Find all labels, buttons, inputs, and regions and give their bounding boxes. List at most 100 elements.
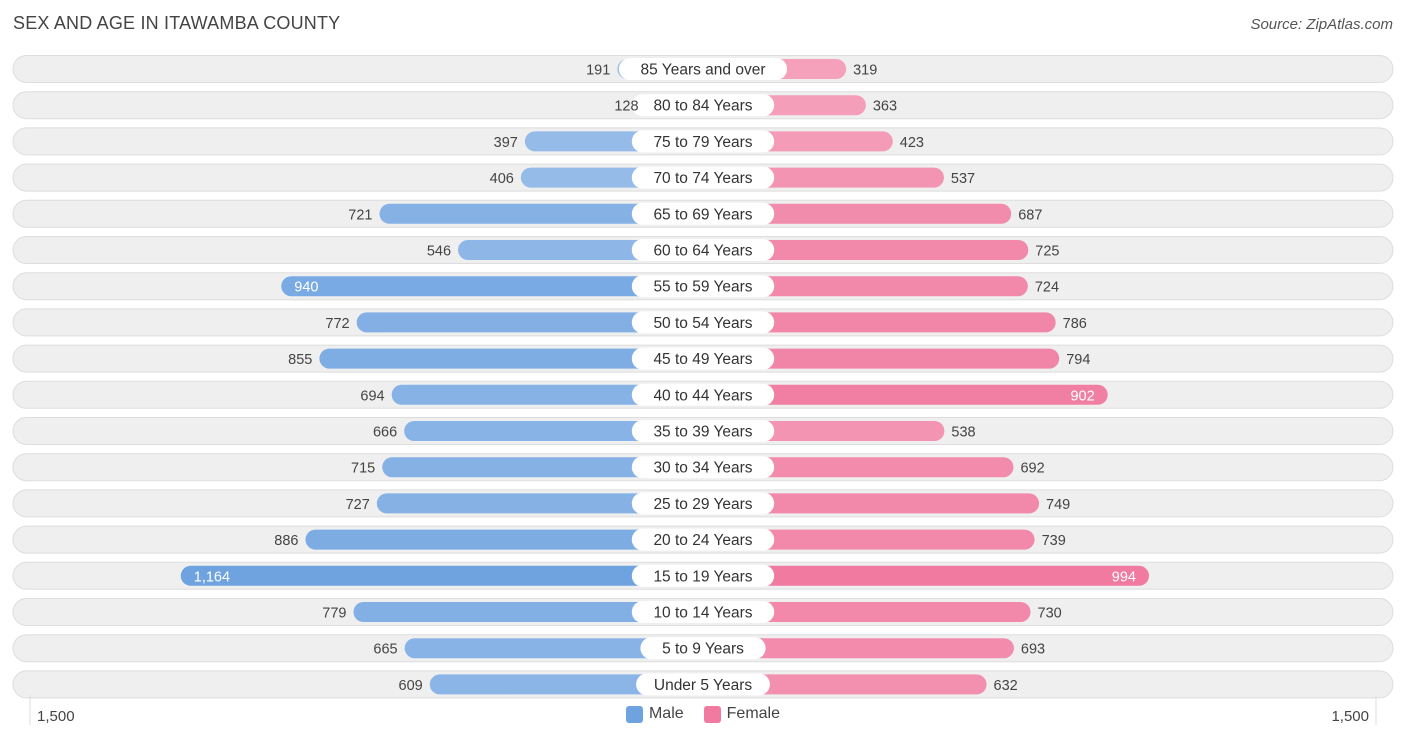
legend-label-male: Male bbox=[648, 705, 684, 722]
bar-male bbox=[376, 493, 713, 514]
category-label-pill bbox=[631, 492, 775, 515]
value-label-male: 694 bbox=[360, 388, 384, 404]
value-label-female: 902 bbox=[1070, 388, 1094, 404]
category-label: 60 to 64 Years bbox=[653, 243, 752, 260]
bar-male bbox=[281, 276, 713, 297]
value-label-male: 128 bbox=[614, 99, 638, 115]
value-label-male: 886 bbox=[274, 533, 298, 549]
category-label: 80 to 84 Years bbox=[653, 98, 752, 115]
category-label-pill bbox=[636, 673, 770, 696]
category-label: 55 to 59 Years bbox=[653, 279, 752, 296]
value-label-female: 749 bbox=[1046, 497, 1070, 513]
category-label: 15 to 19 Years bbox=[653, 568, 752, 585]
category-label: 5 to 9 Years bbox=[662, 641, 744, 658]
bar-male bbox=[379, 203, 713, 224]
category-label-pill bbox=[631, 456, 775, 479]
value-label-male: 772 bbox=[325, 316, 349, 332]
category-label: Under 5 Years bbox=[654, 677, 752, 694]
category-label-pill bbox=[618, 58, 788, 80]
value-label-female: 538 bbox=[951, 425, 975, 441]
value-label-male: 666 bbox=[373, 425, 397, 441]
category-label: 25 to 29 Years bbox=[653, 496, 752, 513]
value-label-female: 363 bbox=[873, 99, 897, 115]
axis-right-max-label: 1,500 bbox=[1331, 708, 1369, 725]
bar-female bbox=[693, 493, 1040, 514]
legend: Male Female bbox=[0, 705, 1406, 723]
value-label-female: 786 bbox=[1063, 316, 1087, 332]
bar-female bbox=[693, 276, 1028, 297]
value-label-male: 715 bbox=[351, 461, 375, 477]
category-label-pill bbox=[631, 528, 775, 551]
source-label: Source: ZipAtlas.com bbox=[1250, 16, 1393, 33]
category-label: 30 to 34 Years bbox=[653, 460, 752, 477]
bar-male bbox=[180, 565, 713, 586]
legend-swatch-male bbox=[625, 705, 643, 723]
value-label-male: 406 bbox=[490, 171, 514, 187]
bar-male bbox=[319, 348, 713, 369]
value-label-female: 730 bbox=[1038, 606, 1062, 622]
value-label-female: 319 bbox=[853, 63, 877, 79]
category-label-pill bbox=[631, 202, 775, 225]
bar-female bbox=[693, 529, 1035, 550]
category-label: 75 to 79 Years bbox=[653, 134, 752, 151]
category-label: 70 to 74 Years bbox=[653, 170, 752, 187]
value-label-male: 721 bbox=[348, 207, 372, 223]
category-label: 40 to 44 Years bbox=[653, 387, 752, 404]
category-label: 65 to 69 Years bbox=[653, 206, 752, 223]
value-label-female: 724 bbox=[1035, 280, 1059, 296]
category-label-pill bbox=[631, 275, 775, 298]
category-label-pill bbox=[640, 637, 766, 660]
value-label-female: 692 bbox=[1020, 461, 1044, 477]
value-label-male: 855 bbox=[288, 352, 312, 368]
category-label-pill bbox=[631, 420, 775, 442]
bar-female bbox=[693, 384, 1108, 405]
bar-male bbox=[391, 384, 713, 405]
bar-female bbox=[693, 457, 1014, 478]
value-label-female: 537 bbox=[951, 171, 975, 187]
value-label-male: 727 bbox=[346, 497, 370, 513]
bar-female bbox=[693, 565, 1149, 586]
value-label-male: 546 bbox=[427, 244, 451, 260]
legend-item-female[interactable]: Female bbox=[703, 705, 781, 723]
category-label: 10 to 14 Years bbox=[653, 605, 752, 622]
category-label-pill bbox=[631, 347, 775, 370]
value-label-male: 665 bbox=[373, 642, 397, 658]
value-label-male: 397 bbox=[494, 135, 518, 151]
bar-male bbox=[382, 457, 713, 478]
bar-female bbox=[693, 240, 1029, 260]
category-label: 85 Years and over bbox=[641, 62, 766, 79]
value-label-female: 693 bbox=[1021, 642, 1045, 658]
value-label-male: 1,164 bbox=[194, 569, 230, 585]
chart-title: SEX AND AGE IN ITAWAMBA COUNTY bbox=[13, 13, 341, 33]
value-label-female: 739 bbox=[1042, 533, 1066, 549]
category-label-pill bbox=[631, 564, 775, 587]
value-label-female: 725 bbox=[1035, 244, 1059, 260]
value-label-female: 994 bbox=[1112, 569, 1136, 585]
bar-female bbox=[693, 602, 1031, 622]
category-label: 50 to 54 Years bbox=[653, 315, 752, 332]
legend-label-female: Female bbox=[726, 705, 781, 722]
category-label-pill bbox=[631, 239, 775, 261]
category-label-pill bbox=[631, 166, 775, 189]
category-label-pill bbox=[631, 601, 775, 623]
category-label: 35 to 39 Years bbox=[653, 424, 752, 441]
legend-item-male[interactable]: Male bbox=[625, 705, 684, 723]
category-label: 45 to 49 Years bbox=[653, 351, 752, 368]
bar-male bbox=[356, 312, 713, 333]
value-label-female: 632 bbox=[994, 678, 1018, 694]
category-label-pill bbox=[631, 94, 775, 117]
bar-male bbox=[404, 638, 713, 659]
value-label-female: 687 bbox=[1018, 207, 1042, 223]
bar-male bbox=[353, 602, 713, 622]
value-label-male: 609 bbox=[399, 678, 423, 694]
value-label-male: 940 bbox=[294, 280, 318, 296]
bar-female bbox=[693, 638, 1014, 659]
bar-female bbox=[693, 348, 1060, 369]
bar-female bbox=[693, 312, 1056, 333]
category-label-pill bbox=[631, 383, 775, 406]
category-label: 20 to 24 Years bbox=[653, 532, 752, 549]
value-label-male: 191 bbox=[586, 63, 610, 79]
category-label-pill bbox=[631, 311, 775, 334]
value-label-male: 779 bbox=[322, 606, 346, 622]
